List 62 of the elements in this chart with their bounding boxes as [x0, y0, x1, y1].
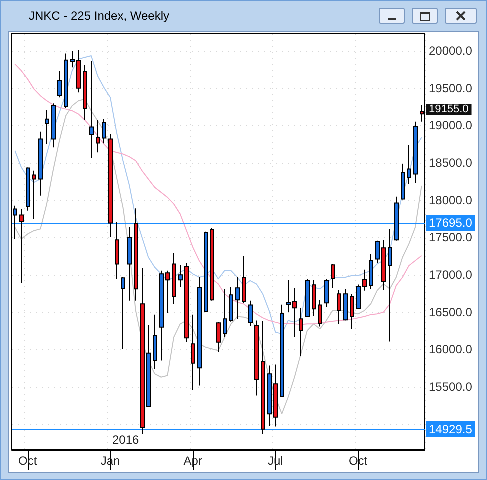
candlestick: [331, 264, 335, 289]
y-tick-label: 20000.0: [429, 44, 473, 58]
candlestick: [19, 208, 24, 284]
candlestick: [172, 252, 176, 305]
y-tick-label: 15500.0: [429, 380, 473, 394]
candlestick: [32, 170, 36, 220]
candlestick: [108, 134, 113, 238]
candlestick: [369, 254, 373, 290]
candlestick: [153, 314, 157, 370]
candlestick: [324, 278, 329, 308]
candlestick: [254, 320, 259, 396]
candlestick: [388, 228, 392, 342]
candlestick: [121, 276, 125, 350]
candlestick: [127, 227, 132, 302]
candlestick: [394, 196, 399, 242]
candlestick: [401, 164, 405, 200]
candlestick: [96, 120, 100, 154]
candlestick: [216, 322, 221, 353]
candlestick: [312, 280, 316, 317]
candlestick: [242, 256, 246, 304]
candlestick: [89, 60, 94, 159]
y-tick-label: 18000.0: [429, 193, 473, 208]
candlestick: [299, 308, 303, 357]
chart-title: JNKC - 225 Index, Weekly: [29, 9, 170, 23]
candlestick: [57, 70, 62, 98]
candlestick: [350, 294, 354, 330]
candlestick: [337, 290, 341, 325]
candlestick: [102, 118, 106, 144]
y-tick-label: 17500.0: [429, 230, 473, 245]
y-tick-label: 16500.0: [429, 305, 473, 320]
y-tick-label: 19000.0: [429, 118, 473, 133]
candlestick: [248, 300, 253, 327]
candlestick: [280, 304, 284, 398]
text: 19155.0: [429, 104, 469, 116]
candlestick: [204, 231, 208, 314]
y-tick-label: 18500.0: [429, 156, 473, 170]
candlestick: [83, 64, 87, 121]
ref-line-label: 14929.5: [429, 422, 473, 437]
candlestick: [64, 53, 68, 109]
candlestick: [261, 320, 265, 435]
candlestick: [51, 103, 56, 148]
candlestick: [38, 131, 43, 196]
candlestick: [210, 228, 214, 302]
candlestick: [407, 144, 411, 185]
candlestick: [229, 286, 233, 322]
candlestick: [235, 276, 240, 320]
candlestick: [134, 208, 138, 302]
y-tick-label: 16000.0: [429, 342, 473, 357]
candlestick: [305, 278, 310, 318]
candlestick: [26, 167, 30, 212]
y-tick-label: 17000.0: [429, 268, 473, 282]
candlestick: [115, 222, 119, 280]
candlestick: [223, 288, 227, 338]
ref-line-label: 17695.0: [429, 216, 473, 230]
candlestick: [45, 109, 49, 145]
candlestick: [343, 288, 348, 322]
annotation: 2016: [112, 433, 140, 447]
candlestick: [191, 314, 195, 391]
candlestick: [197, 276, 202, 386]
y-tick-label: 19500.0: [429, 81, 473, 96]
candlestick: [413, 121, 418, 184]
candlestick: [318, 300, 322, 328]
